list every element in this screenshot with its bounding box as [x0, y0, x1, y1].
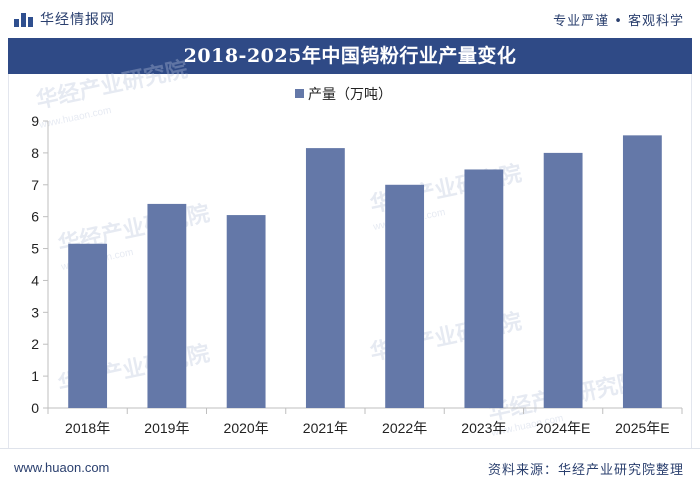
footer-bar: www.huaon.com 资料来源：华经产业研究院整理	[0, 448, 700, 487]
y-tick-label: 1	[31, 368, 39, 384]
bar	[226, 215, 266, 408]
y-tick-label: 4	[31, 272, 39, 288]
y-tick-label: 0	[31, 400, 39, 416]
x-tick-label: 2024年E	[536, 420, 590, 436]
header-bar: 华经情报网 专业严谨 • 客观科学	[0, 0, 700, 36]
watermark-text: 华经产业研究院	[34, 56, 190, 113]
chart-title: 2018-2025年中国钨粉行业产量变化	[8, 38, 692, 74]
bar	[464, 169, 504, 408]
footer-source: 资料来源：华经产业研究院整理	[487, 463, 684, 478]
y-axis: 0 1 2 3 4 5 6 7 8 9	[31, 113, 49, 416]
bar	[385, 184, 425, 408]
y-tick-label: 8	[31, 145, 39, 161]
x-tick-label: 2021年	[303, 420, 348, 436]
y-tick-label: 3	[31, 304, 39, 320]
legend-swatch	[295, 89, 304, 98]
bar-chart: 华经产业研究院华经产业研究院华经产业研究院华经产业研究院华经产业研究院华经产业研…	[31, 56, 683, 439]
bar	[68, 243, 108, 408]
brand[interactable]: 华经情报网	[14, 9, 115, 29]
brand-logo-icon	[14, 11, 34, 27]
x-axis: 2018年 2019年 2020年 2021年 2022年 2023年 2024年E 2025…	[47, 407, 683, 436]
bar	[622, 135, 662, 408]
x-tick-label: 2018年	[65, 420, 110, 436]
x-tick-label: 2022年	[382, 420, 427, 436]
slogan: 专业严谨 • 客观科学	[553, 14, 684, 29]
legend: 产量（万吨）	[295, 87, 392, 103]
bar-series	[68, 135, 662, 408]
y-tick-label: 5	[31, 241, 39, 257]
y-tick-label: 7	[31, 177, 39, 193]
x-tick-label: 2020年	[224, 420, 269, 436]
y-tick-label: 2	[31, 336, 39, 352]
y-tick-label: 6	[31, 209, 39, 225]
bar	[305, 148, 345, 408]
legend-label: 产量（万吨）	[308, 87, 392, 103]
bar	[543, 152, 583, 408]
footer-url[interactable]: www.huaon.com	[14, 460, 110, 475]
bar	[147, 203, 187, 408]
x-tick-label: 2019年	[144, 420, 189, 436]
x-tick-label: 2025年E	[615, 420, 669, 436]
x-tick-label: 2023年	[461, 420, 506, 436]
brand-name: 华经情报网	[40, 12, 115, 28]
y-tick-label: 9	[31, 113, 39, 129]
